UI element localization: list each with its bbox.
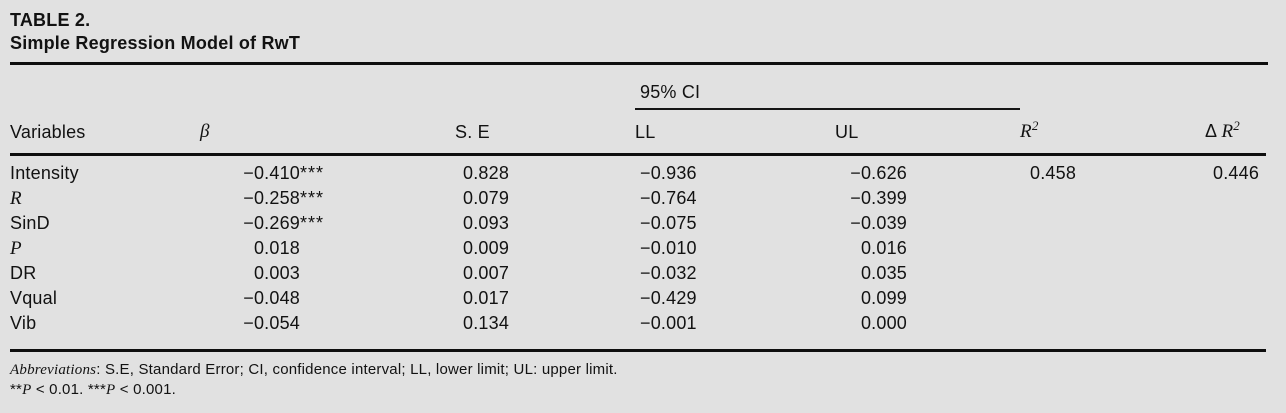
cell-ll: −0.764	[640, 188, 697, 208]
cell-ll: −0.001	[635, 311, 835, 352]
cell-beta: −0.258***	[200, 186, 455, 211]
cell-delta-r2	[1205, 211, 1266, 236]
table-row: Vqual −0.048 0.017 −0.429 0.099	[10, 286, 1266, 311]
table-row: R −0.258*** 0.079 −0.764 −0.399	[10, 186, 1266, 211]
cell-ll: −0.032	[640, 263, 697, 283]
col-beta: β	[200, 109, 455, 156]
cell-variable: DR	[10, 263, 37, 283]
double-asterisk: **	[10, 381, 23, 398]
cell-se: 0.093	[463, 213, 510, 233]
significance-stars: ***	[300, 188, 325, 208]
cell-se: 0.134	[455, 311, 635, 352]
table-number-label: TABLE 2.	[10, 10, 91, 30]
ci-spanner-row: 95% CI	[10, 65, 1266, 110]
cell-delta-r2	[1205, 286, 1266, 311]
spacer-cell	[1205, 65, 1266, 109]
cell-variable: Vqual	[10, 288, 58, 308]
significance-stars: ***	[300, 163, 325, 183]
table-row: DR 0.003 0.007 −0.032 0.035	[10, 261, 1266, 286]
cell-r2	[1020, 186, 1205, 211]
cell-ul: −0.039	[850, 213, 907, 233]
cell-beta: −0.054	[200, 311, 455, 352]
p-symbol: P	[22, 382, 32, 398]
spacer-cell	[455, 65, 635, 109]
cell-variable: P	[10, 238, 22, 259]
cell-ul: 0.099	[860, 288, 907, 308]
spacer-cell	[200, 65, 455, 109]
cell-beta: 0.003	[253, 263, 300, 283]
table-row: Intensity −0.410*** 0.828 −0.936 −0.626 …	[10, 155, 1266, 187]
cell-r2	[1020, 261, 1205, 286]
cell-r2	[1020, 211, 1205, 236]
paper-table-page: TABLE 2. Simple Regression Model of RwT …	[10, 9, 1270, 400]
cell-se: 0.017	[463, 288, 510, 308]
cell-delta-r2: 0.446	[1213, 163, 1260, 183]
cell-r2	[1020, 236, 1205, 261]
table-row: SinD −0.269*** 0.093 −0.075 −0.039	[10, 211, 1266, 236]
cell-ul: −0.399	[850, 188, 907, 208]
cell-se: 0.009	[463, 238, 510, 258]
beta-symbol: β	[200, 121, 210, 142]
spacer-cell	[10, 65, 200, 109]
cell-beta: −0.048	[243, 288, 300, 308]
abbreviations-label: Abbreviations	[10, 362, 97, 378]
cell-delta-r2	[1205, 311, 1267, 352]
col-variables: Variables	[10, 109, 200, 156]
cell-ll: −0.010	[640, 238, 697, 258]
spacer-cell	[1020, 65, 1205, 109]
cell-r2	[1020, 286, 1205, 311]
cell-delta-r2	[1205, 236, 1266, 261]
cell-se: 0.007	[463, 263, 510, 283]
cell-beta: 0.018	[253, 238, 300, 258]
cell-variable: SinD	[10, 213, 50, 233]
cell-se: 0.828	[463, 163, 510, 183]
regression-table: 95% CI Variables β S. E LL UL R2 Δ R2 In…	[10, 65, 1267, 352]
cell-beta: −0.269***	[200, 211, 455, 236]
cell-beta: −0.410***	[200, 155, 455, 187]
footnotes: Abbreviations: S.E, Standard Error; CI, …	[10, 360, 1270, 400]
cell-variable: R	[10, 188, 22, 209]
cell-ul: −0.626	[850, 163, 907, 183]
cell-ll: −0.936	[640, 163, 697, 183]
column-header-row: Variables β S. E LL UL R2 Δ R2	[10, 109, 1267, 156]
cell-ul: 0.016	[860, 238, 907, 258]
p-symbol: P	[106, 382, 116, 398]
cell-variable: Intensity	[10, 163, 79, 183]
ci-group-header: 95% CI	[635, 65, 1021, 110]
col-delta-r2: Δ R2	[1205, 109, 1267, 156]
table-row: Vib −0.054 0.134 −0.001 0.000	[10, 311, 1267, 352]
cell-ll: −0.075	[640, 213, 697, 233]
significance-stars: ***	[300, 213, 325, 233]
footnote-abbreviations: Abbreviations: S.E, Standard Error; CI, …	[10, 361, 618, 378]
table-title: Simple Regression Model of RwT	[10, 33, 301, 53]
cell-ll: −0.429	[640, 288, 697, 308]
col-r2: R2	[1020, 109, 1206, 156]
cell-se: 0.079	[463, 188, 510, 208]
col-ul: UL	[835, 109, 1021, 156]
triple-asterisk: ***	[87, 381, 107, 398]
cell-ul: 0.000	[835, 311, 1021, 352]
table-title-block: TABLE 2. Simple Regression Model of RwT	[10, 9, 1270, 55]
cell-variable: Vib	[10, 311, 200, 352]
delta-symbol: Δ	[1205, 121, 1222, 141]
col-ll: LL	[635, 109, 835, 156]
top-rule	[10, 62, 1268, 65]
col-se: S. E	[455, 109, 635, 156]
cell-ul: 0.035	[860, 263, 907, 283]
cell-delta-r2	[1205, 261, 1266, 286]
cell-r2	[1020, 311, 1206, 352]
cell-delta-r2	[1205, 186, 1266, 211]
footnote-significance: **P < 0.01. ***P < 0.001.	[10, 381, 176, 398]
table-row: P 0.018 0.009 −0.010 0.016	[10, 236, 1266, 261]
cell-r2: 0.458	[1030, 163, 1077, 183]
